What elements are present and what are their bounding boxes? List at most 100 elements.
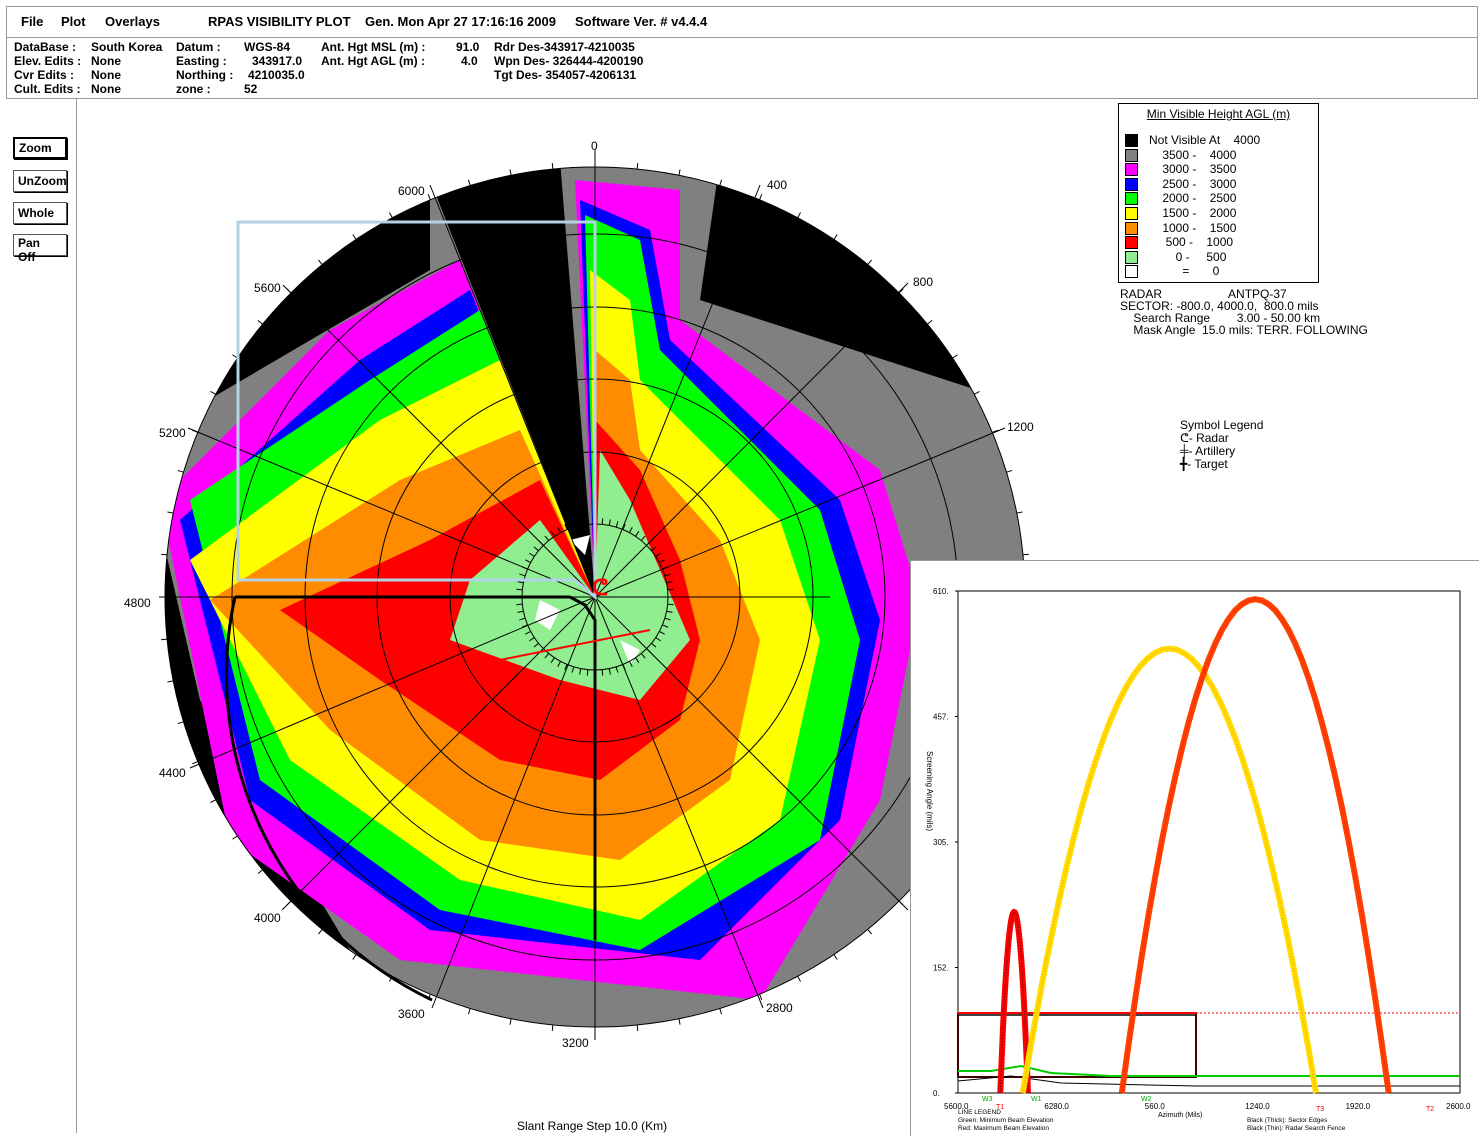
legend-label: 3000 - 3500 bbox=[1149, 162, 1237, 177]
whole-button[interactable]: Whole bbox=[13, 202, 67, 224]
azimuth-tick bbox=[797, 975, 801, 982]
azimuth-tick bbox=[533, 546, 539, 552]
menu-file[interactable]: File bbox=[21, 14, 44, 29]
marker-t2: T2 bbox=[1426, 1106, 1434, 1113]
radar-line-3: Search Range 3.00 - 50.00 km bbox=[1120, 311, 1321, 325]
info-bar: DataBase : South Korea Elev. Edits : Non… bbox=[6, 37, 1478, 99]
azimuth-tick bbox=[161, 638, 168, 641]
azimuth-label: 3200 bbox=[562, 1036, 589, 1050]
azimuth-tick bbox=[833, 234, 838, 240]
azimuth-tick bbox=[521, 566, 528, 570]
screening-angle-chart: 610. 457. 305. 152. 0. 5600.0 6280.0 560.0 1240… bbox=[910, 560, 1479, 1136]
northing-value: 4210035.0 bbox=[248, 68, 305, 82]
azimuth-tick bbox=[615, 521, 619, 528]
azimuth-tick bbox=[210, 799, 217, 803]
azimuth-label: 800 bbox=[913, 275, 933, 289]
y-tick-label: 0. bbox=[933, 1089, 940, 1098]
line-legend: LINE LEGEND Green: Minimum Beam Elevatio… bbox=[958, 1109, 1346, 1132]
cult-edits-label: Cult. Edits : bbox=[14, 82, 81, 96]
azimuth-tick bbox=[719, 1008, 723, 1015]
azimuth-tick bbox=[161, 553, 168, 556]
azimuth-tick bbox=[678, 169, 681, 176]
azimuth-tick bbox=[1016, 511, 1023, 514]
unzoom-button[interactable]: UnZoom bbox=[13, 170, 67, 192]
black-box bbox=[957, 1014, 1197, 1078]
agl-label: Ant. Hgt AGL (m) : bbox=[321, 54, 425, 68]
azimuth-tick bbox=[973, 391, 980, 395]
azimuth-tick bbox=[601, 669, 604, 676]
menu-overlays[interactable]: Overlays bbox=[105, 14, 160, 29]
agl-value: 4.0 bbox=[461, 54, 478, 68]
azimuth-label: 0 bbox=[591, 139, 598, 153]
azimuth-tick bbox=[1006, 469, 1013, 473]
azimuth-tick bbox=[516, 603, 523, 606]
screening-curve-outline bbox=[1121, 598, 1390, 1094]
marker-w3: W3 bbox=[982, 1096, 993, 1103]
y-tick-label: 457. bbox=[933, 713, 949, 722]
azimuth-tick bbox=[622, 664, 626, 671]
azimuth-tick bbox=[571, 521, 575, 528]
azimuth-tick bbox=[579, 519, 582, 526]
azimuth-tick bbox=[509, 169, 512, 176]
legend-label: = 0 bbox=[1149, 264, 1220, 279]
azimuth-tick bbox=[664, 617, 671, 621]
azimuth-tick bbox=[635, 531, 640, 537]
min-elevation-line bbox=[958, 1064, 1460, 1077]
azimuth-tick bbox=[666, 581, 673, 584]
pan-off-button[interactable]: Pan Off bbox=[13, 234, 67, 264]
wpn-des: Wpn Des- 326444-4200190 bbox=[494, 54, 644, 68]
rdr-des: Rdr Des-343917-4210035 bbox=[494, 40, 635, 54]
azimuth-tick bbox=[427, 193, 431, 200]
x-tick-label: 5600.0 bbox=[944, 1102, 969, 1111]
azimuth-tick bbox=[550, 531, 555, 537]
azimuth-tick bbox=[550, 657, 555, 663]
symbol-artillery: - Artillery bbox=[1188, 444, 1236, 458]
zoom-button[interactable]: Zoom bbox=[13, 137, 67, 159]
azimuth-tick bbox=[533, 642, 539, 648]
azimuth-label: 4000 bbox=[254, 911, 281, 925]
azimuth-tick bbox=[557, 661, 562, 667]
azimuth-tick bbox=[659, 630, 665, 635]
y-tick-label: 152. bbox=[933, 964, 949, 973]
y-tick-labels: 610. 457. 305. 152. 0. bbox=[933, 587, 958, 1098]
cult-edits-value: None bbox=[91, 82, 121, 96]
line-legend-title: LINE LEGEND bbox=[958, 1109, 1001, 1116]
x-tick-label: 1240.0 bbox=[1245, 1102, 1270, 1111]
azimuth-tick bbox=[191, 761, 198, 765]
azimuth-tick bbox=[867, 929, 872, 935]
azimuth-label: 5600 bbox=[254, 281, 281, 295]
azimuth-label: 5200 bbox=[159, 426, 186, 440]
azimuth-tick bbox=[608, 668, 611, 675]
symbol-target: - Target bbox=[1187, 457, 1228, 471]
azimuth-tick bbox=[525, 630, 531, 635]
azimuth-tick bbox=[719, 179, 723, 186]
azimuth-tick bbox=[286, 288, 292, 294]
azimuth-tick bbox=[177, 721, 184, 725]
msl-label: Ant. Hgt MSL (m) : bbox=[321, 40, 426, 54]
screening-curve-outline bbox=[1022, 648, 1317, 1094]
visibility-plot[interactable]: ᕦ 0 400 800 1200 2800 3200 3600 4000 440… bbox=[77, 98, 1476, 1133]
search-sector-outline bbox=[236, 220, 597, 601]
azimuth-tick bbox=[467, 1008, 471, 1015]
line-legend-green: Green: Minimum Beam Elevation bbox=[958, 1117, 1054, 1124]
azimuth-tick bbox=[519, 617, 526, 621]
legend-title: Min Visible Height AGL (m) bbox=[1146, 107, 1291, 121]
range-step-label: Slant Range Step 10.0 (Km) bbox=[517, 1119, 668, 1133]
cvr-edits-label: Cvr Edits : bbox=[14, 68, 75, 82]
line-legend-red: Red: Maximum Beam Elevation bbox=[958, 1125, 1049, 1132]
symbol-radar: - Radar bbox=[1188, 431, 1229, 445]
legend-label: 2500 - 3000 bbox=[1149, 176, 1237, 191]
toolbar: Zoom UnZoom Whole Pan Off bbox=[6, 98, 77, 1133]
azimuth-tick bbox=[667, 603, 674, 606]
azimuth-tick bbox=[646, 540, 652, 546]
azimuth-tick bbox=[662, 624, 669, 628]
azimuth-tick bbox=[517, 581, 524, 584]
menu-plot[interactable]: Plot bbox=[61, 14, 86, 29]
legend-label: 1500 - 2000 bbox=[1149, 206, 1237, 220]
elev-edits-value: None bbox=[91, 54, 121, 68]
generated-timestamp: Gen. Mon Apr 27 17:16:16 2009 bbox=[365, 14, 556, 29]
azimuth-tick bbox=[191, 429, 198, 433]
azimuth-tick bbox=[646, 648, 652, 654]
azimuth-tick bbox=[759, 994, 763, 1001]
legend-swatch bbox=[1125, 250, 1138, 264]
